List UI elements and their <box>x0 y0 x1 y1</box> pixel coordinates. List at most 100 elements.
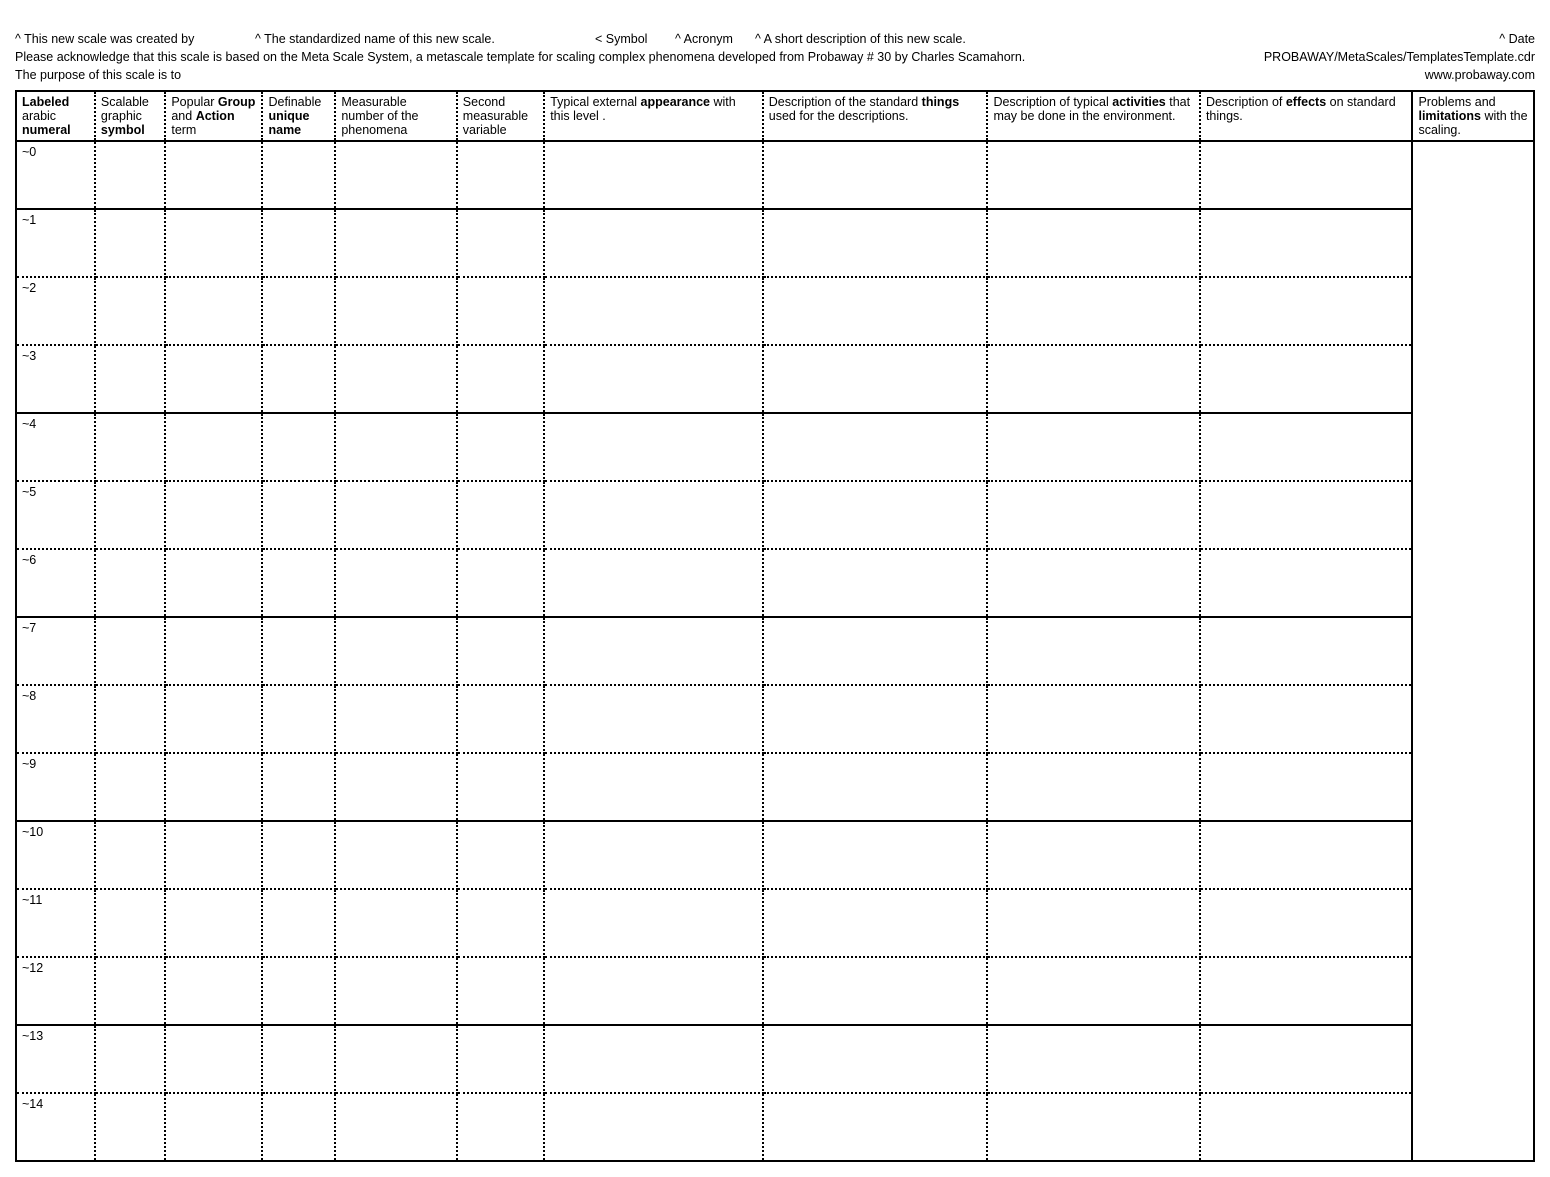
hdr-path: PROBAWAY/MetaScales/TemplatesTemplate.cd… <box>1264 48 1535 66</box>
cell <box>987 753 1200 821</box>
cell <box>335 549 456 617</box>
cell <box>165 1025 262 1093</box>
numeral-cell: ~5 <box>16 481 95 549</box>
cell <box>262 481 335 549</box>
cell <box>335 889 456 957</box>
cell <box>544 1025 763 1093</box>
cell <box>987 1025 1200 1093</box>
cell <box>1200 209 1413 277</box>
cell <box>544 1093 763 1161</box>
cell <box>544 617 763 685</box>
cell <box>262 1093 335 1161</box>
cell <box>544 345 763 413</box>
cell <box>1200 753 1413 821</box>
cell <box>544 413 763 481</box>
cell <box>457 141 544 209</box>
cell <box>457 1025 544 1093</box>
cell <box>544 685 763 753</box>
hdr-date: ^ Date <box>1499 30 1535 48</box>
cell <box>262 277 335 345</box>
cell <box>335 1025 456 1093</box>
limitations-cell <box>1412 141 1534 1161</box>
cell <box>987 821 1200 889</box>
cell <box>987 1093 1200 1161</box>
cell <box>457 821 544 889</box>
cell <box>165 821 262 889</box>
numeral-cell: ~11 <box>16 889 95 957</box>
hdr-ack: Please acknowledge that this scale is ba… <box>15 48 1264 66</box>
cell <box>335 1093 456 1161</box>
cell <box>763 549 988 617</box>
cell <box>262 753 335 821</box>
cell <box>95 345 165 413</box>
cell <box>165 481 262 549</box>
hdr-created-by: ^ This new scale was created by <box>15 30 255 48</box>
cell <box>95 957 165 1025</box>
col-header-0: Labeled arabic numeral <box>16 91 95 141</box>
numeral-cell: ~7 <box>16 617 95 685</box>
cell <box>262 957 335 1025</box>
hdr-site: www.probaway.com <box>1425 66 1535 84</box>
cell <box>262 889 335 957</box>
cell <box>262 413 335 481</box>
cell <box>763 821 988 889</box>
cell <box>987 889 1200 957</box>
col-header-6: Typical external appearance with this le… <box>544 91 763 141</box>
cell <box>544 209 763 277</box>
cell <box>165 209 262 277</box>
cell <box>987 685 1200 753</box>
numeral-cell: ~2 <box>16 277 95 345</box>
cell <box>165 617 262 685</box>
hdr-short-desc: ^ A short description of this new scale. <box>755 30 1499 48</box>
cell <box>335 413 456 481</box>
hdr-purpose: The purpose of this scale is to <box>15 66 1425 84</box>
table-row: ~2 <box>16 277 1534 345</box>
cell <box>95 277 165 345</box>
table-row: ~9 <box>16 753 1534 821</box>
cell <box>1200 481 1413 549</box>
col-header-9: Description of effects on standard thing… <box>1200 91 1413 141</box>
cell <box>763 685 988 753</box>
cell <box>262 345 335 413</box>
cell <box>544 141 763 209</box>
cell <box>1200 549 1413 617</box>
cell <box>457 481 544 549</box>
numeral-cell: ~8 <box>16 685 95 753</box>
cell <box>165 753 262 821</box>
table-row: ~13 <box>16 1025 1534 1093</box>
cell <box>544 549 763 617</box>
numeral-cell: ~0 <box>16 141 95 209</box>
cell <box>95 481 165 549</box>
cell <box>165 549 262 617</box>
col-header-2: Popular Group and Action term <box>165 91 262 141</box>
cell <box>1200 277 1413 345</box>
cell <box>544 481 763 549</box>
cell <box>262 1025 335 1093</box>
cell <box>457 413 544 481</box>
numeral-cell: ~6 <box>16 549 95 617</box>
cell <box>763 889 988 957</box>
cell <box>763 413 988 481</box>
numeral-cell: ~4 <box>16 413 95 481</box>
cell <box>95 209 165 277</box>
table-row: ~4 <box>16 413 1534 481</box>
cell <box>763 957 988 1025</box>
cell <box>165 889 262 957</box>
cell <box>457 889 544 957</box>
cell <box>1200 345 1413 413</box>
cell <box>763 277 988 345</box>
cell <box>987 481 1200 549</box>
table-row: ~8 <box>16 685 1534 753</box>
cell <box>95 753 165 821</box>
cell <box>262 685 335 753</box>
hdr-symbol: < Symbol <box>595 30 675 48</box>
table-row: ~10 <box>16 821 1534 889</box>
cell <box>544 753 763 821</box>
cell <box>335 481 456 549</box>
cell <box>763 345 988 413</box>
cell <box>763 1093 988 1161</box>
numeral-cell: ~13 <box>16 1025 95 1093</box>
cell <box>763 209 988 277</box>
cell <box>1200 413 1413 481</box>
col-header-7: Description of the standard things used … <box>763 91 988 141</box>
